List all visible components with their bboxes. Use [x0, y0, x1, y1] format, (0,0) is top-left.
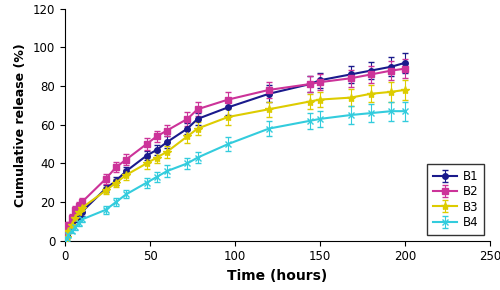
- X-axis label: Time (hours): Time (hours): [228, 269, 328, 283]
- Y-axis label: Cumulative release (%): Cumulative release (%): [14, 43, 28, 206]
- Legend: B1, B2, B3, B4: B1, B2, B3, B4: [427, 164, 484, 235]
